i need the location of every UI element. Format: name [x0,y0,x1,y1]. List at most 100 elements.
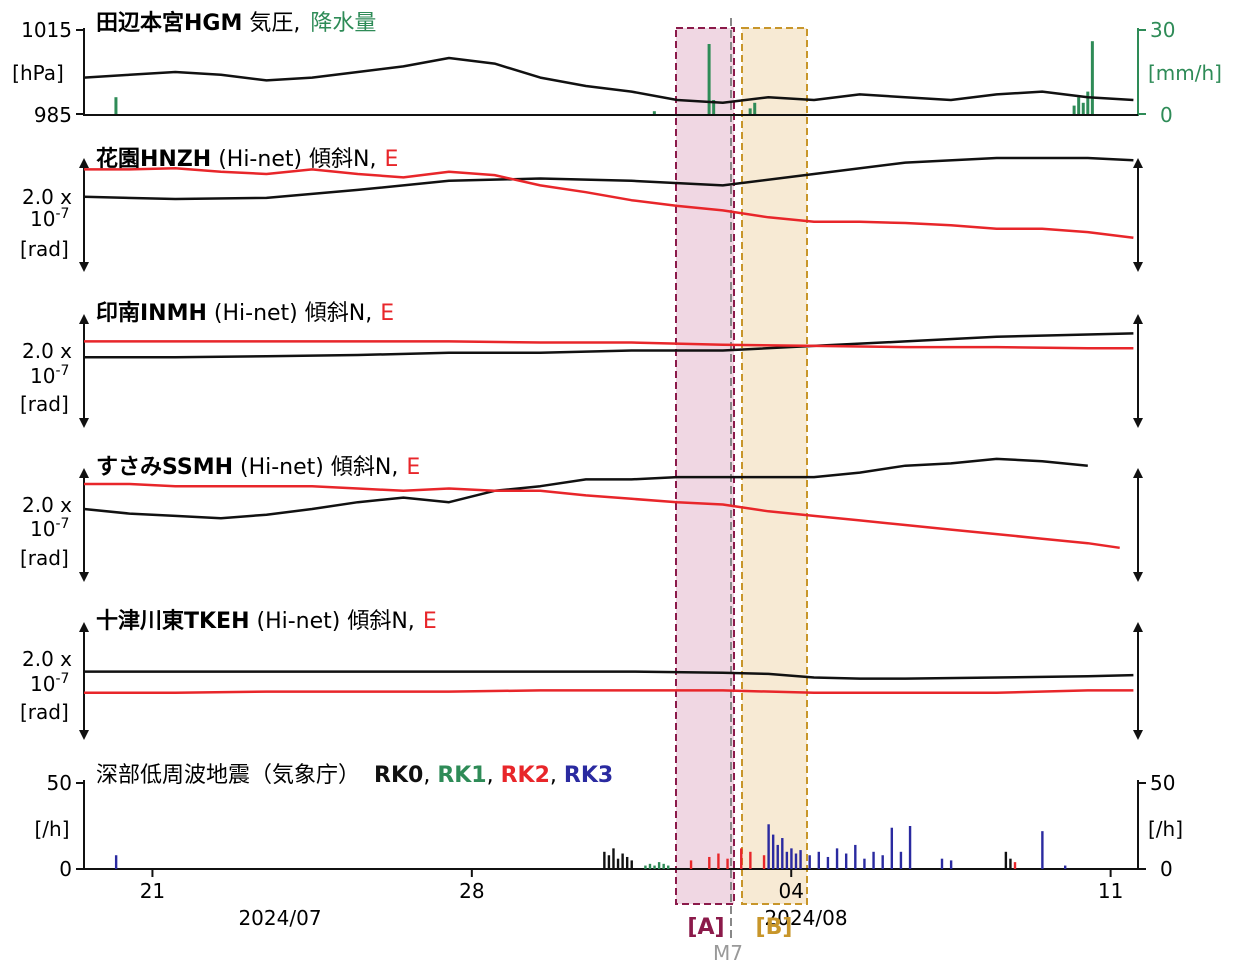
arrow-head-up [1133,622,1143,632]
lfe-bar-rk3 [899,851,903,869]
inmh-plot-area [79,314,1143,428]
x-tick-label: 04 [779,879,804,903]
scale-line3: [rad] [20,700,69,724]
title-suffix: (Hi-net) 傾斜N, [233,455,398,480]
scale-exponent: -7 [55,206,69,222]
ytick-top-label: 1015 [21,18,72,42]
lfe-bar-rk3 [799,850,802,869]
scale-line1: 2.0 x [22,647,72,671]
rain-bar [1086,91,1090,114]
arrow-head-down [79,730,89,740]
arrow-head-up [79,468,89,478]
tilt-line-e [84,482,1120,550]
lfe-bar-rk3 [1041,831,1044,869]
title-suffix: (Hi-net) 傾斜N, [207,301,372,326]
lfe-bar-rk0 [630,860,633,869]
window-b-box [741,27,808,905]
lfe-bar-rk3 [844,853,848,869]
lfe-bar-rk3 [767,824,770,869]
arrow-head-up [1133,468,1143,478]
station-name: 十津川東TKEH [96,608,250,634]
lfe-bar-rk3 [790,848,793,869]
lfe-bar-rk3 [854,844,857,869]
lfe-bar-rk0 [621,853,624,869]
ssmh-plot-area [79,457,1143,582]
arrow-head-up [79,622,89,632]
window-b-label: [B] [756,915,793,940]
arrow-head-down [1133,730,1143,740]
panel-title: 十津川東TKEH (Hi-net) 傾斜N, E [96,608,437,634]
lfe-bar-rk0 [603,851,606,869]
scale-exponent: -7 [55,363,69,379]
title-prefix: 深部低周波地震（気象庁） [96,763,360,788]
station-name: 印南INMH [96,301,207,326]
hnzh-plot-area [79,156,1143,272]
tilt-line-n [83,156,1134,201]
panel-title: 田辺本宮HGM 気圧, 降水量 [96,10,376,36]
scale-line3: [rad] [20,546,69,570]
lfe-bar-rk2 [749,851,752,869]
lfe-bar-rk3 [781,838,784,869]
legend-rk3: RK3 [564,763,613,788]
panel-tilt-inmh: 印南INMH (Hi-net) 傾斜N, E 2.0 x 10-7 [rad] [20,301,1143,428]
lfe-bar-rk3 [835,848,839,869]
title-e: E [380,301,394,326]
legend-rk2: RK2 [501,763,550,788]
rain-bar [652,111,656,114]
scale-base: 10 [30,517,55,541]
title-rainfall: 降水量 [310,11,376,36]
title-e: E [406,455,420,480]
title-e: E [385,147,399,172]
lfe-bar-rk2 [717,853,720,869]
window-a-box [675,27,735,905]
ytick-right-top-label: 50 [1150,771,1175,795]
panel-title: 深部低周波地震（気象庁） RK0, RK1, RK2, RK3 [96,763,613,788]
x-tick-label: 11 [1098,879,1123,903]
tilt-line-n [84,332,1134,359]
arrow-head-down [1133,262,1143,272]
ytick-top-label: 50 [47,771,72,795]
arrow-head-down [79,418,89,428]
station-name: 田辺本宮HGM [96,10,242,36]
lfe-bar-rk3 [785,851,789,869]
ytick-right-bottom-label: 0 [1160,103,1173,127]
arrow-head-up [1133,314,1143,324]
rain-bar [1077,97,1081,114]
scale-exponent: -7 [55,671,69,687]
panel-title: すさみSSMH (Hi-net) 傾斜N, E [96,455,420,480]
panel-tilt-tkeh: 十津川東TKEH (Hi-net) 傾斜N, E 2.0 x 10-7 [rad] [20,608,1143,740]
lfe-bar-rk0 [1004,851,1008,869]
lfe-bar-rk0 [1009,858,1012,869]
tkeh-plot-area [79,622,1143,740]
tilt-line-e [84,689,1134,695]
legend-sep: , [550,763,564,788]
legend-sep: , [423,763,437,788]
lfe-bar-rk3 [817,851,821,869]
lfe-bar-rk3 [794,853,798,869]
panel-pressure: 1015 985 [hPa] 30 0 [mm/h] 田辺本宮HGM 気圧, 降水… [12,10,1222,127]
tilt-line-e [84,167,1134,240]
tilt-line-n [83,457,1088,520]
window-a-label: [A] [687,915,724,940]
panel-title: 印南INMH (Hi-net) 傾斜N, E [96,301,394,326]
rain-bar [1090,41,1094,115]
lfe-bar-rk2 [740,848,743,869]
y-axis-right-label: [/h] [1148,817,1183,841]
scale-line1: 2.0 x [22,339,72,363]
scale-line2: 10-7 [30,206,69,231]
lfe-bar-rk1 [644,865,647,869]
rain-bar [748,108,752,114]
ytick-bottom-label: 0 [59,857,72,881]
title-e: E [423,609,437,634]
title-suffix: 気圧, [242,11,300,36]
scale-line3: [rad] [20,237,69,261]
lfe-bar-rk3 [872,851,875,869]
scale-exponent: -7 [55,516,69,532]
arrow-head-down [79,262,89,272]
scale-line2: 10-7 [30,516,69,541]
month-label-2: 2024/08 [764,906,847,930]
x-tick-label: 21 [140,879,165,903]
arrow-head-down [79,572,89,582]
lfe-bar-rk3 [890,827,894,869]
